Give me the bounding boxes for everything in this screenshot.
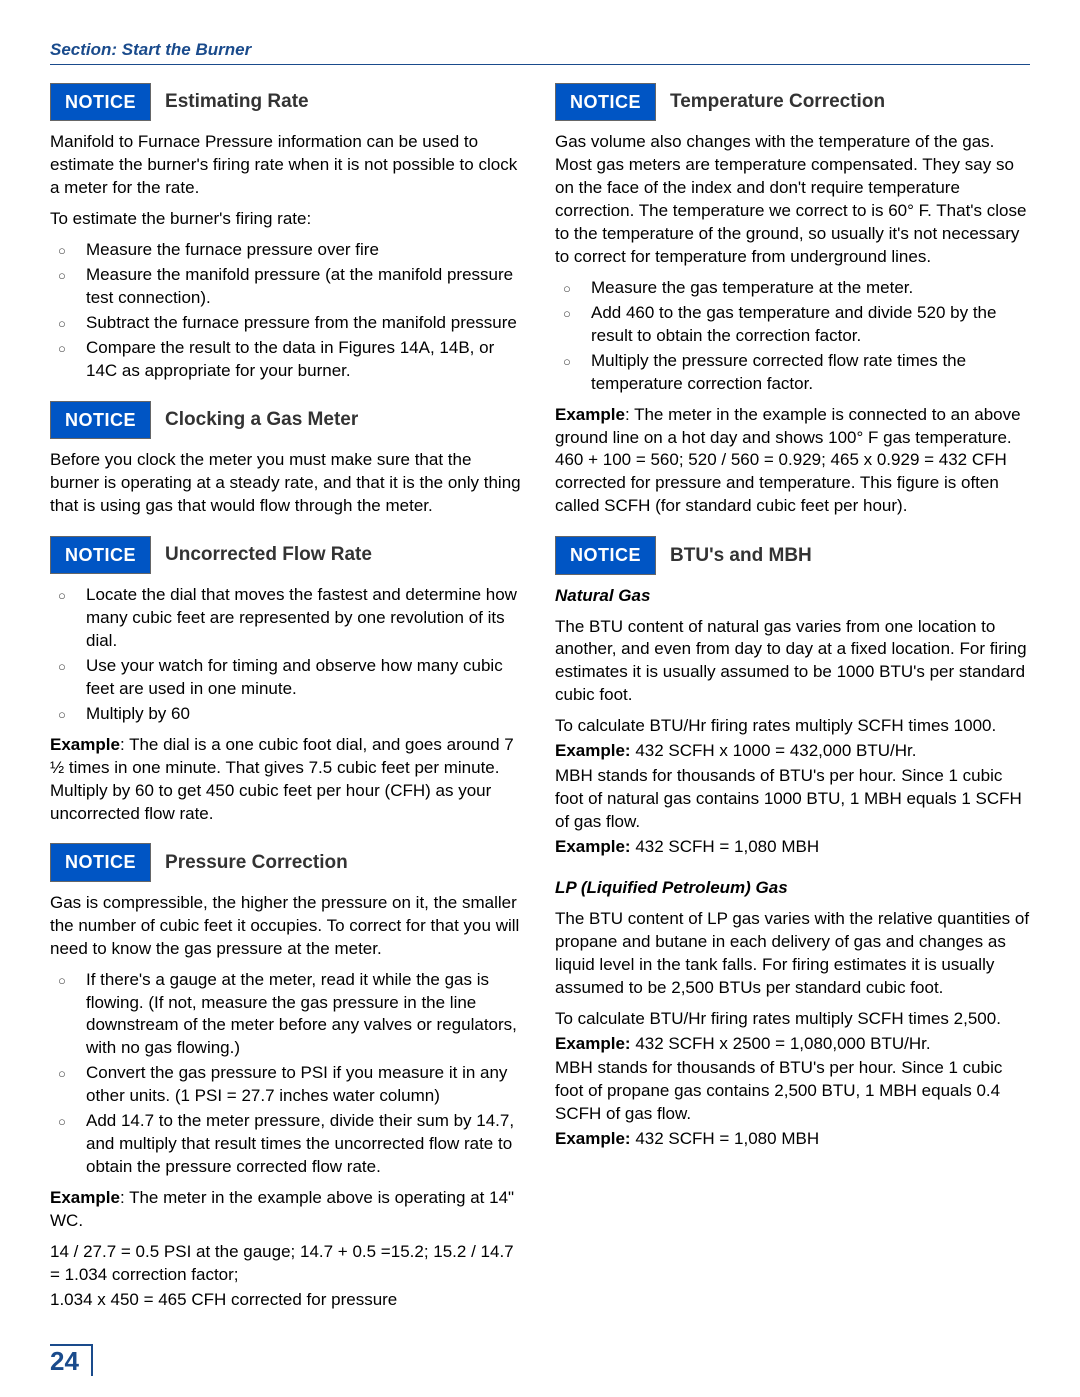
notice-badge: NOTICE xyxy=(50,536,151,574)
paragraph: Gas is compressible, the higher the pres… xyxy=(50,892,525,961)
paragraph: To estimate the burner's firing rate: xyxy=(50,208,525,231)
example-label: Example xyxy=(50,1188,120,1207)
notice-btu: NOTICE BTU's and MBH xyxy=(555,536,1030,574)
paragraph: The BTU content of natural gas varies fr… xyxy=(555,616,1030,708)
notice-badge: NOTICE xyxy=(50,843,151,881)
list-item: Add 460 to the gas temperature and divid… xyxy=(563,302,1030,348)
notice-pressure: NOTICE Pressure Correction xyxy=(50,843,525,881)
subheading-natural-gas: Natural Gas xyxy=(555,585,1030,608)
notice-title: Estimating Rate xyxy=(165,89,309,115)
example-line: Example: 432 SCFH x 1000 = 432,000 BTU/H… xyxy=(555,740,1030,763)
page-number-container: 24 xyxy=(50,1344,93,1377)
notice-badge: NOTICE xyxy=(555,536,656,574)
example-text: : The dial is a one cubic foot dial, and… xyxy=(50,735,514,823)
example-text: : The meter in the example is connected … xyxy=(555,405,1021,516)
notice-title: BTU's and MBH xyxy=(670,543,812,569)
list-item: Measure the gas temperature at the meter… xyxy=(563,277,1030,300)
example-text: 432 SCFH x 1000 = 432,000 BTU/Hr. xyxy=(631,741,917,760)
example-line: Example: 432 SCFH = 1,080 MBH xyxy=(555,1128,1030,1151)
example-label: Example: xyxy=(555,837,631,856)
bullet-list: Locate the dial that moves the fastest a… xyxy=(50,584,525,726)
notice-uncorrected: NOTICE Uncorrected Flow Rate xyxy=(50,536,525,574)
list-item: Multiply by 60 xyxy=(58,703,525,726)
notice-title: Temperature Correction xyxy=(670,89,885,115)
paragraph: To calculate BTU/Hr firing rates multipl… xyxy=(555,1008,1030,1031)
right-column: NOTICE Temperature Correction Gas volume… xyxy=(555,83,1030,1314)
list-item: If there's a gauge at the meter, read it… xyxy=(58,969,525,1061)
list-item: Convert the gas pressure to PSI if you m… xyxy=(58,1062,525,1108)
list-item: Multiply the pressure corrected flow rat… xyxy=(563,350,1030,396)
example-label: Example xyxy=(50,735,120,754)
list-item: Locate the dial that moves the fastest a… xyxy=(58,584,525,653)
paragraph: To calculate BTU/Hr firing rates multipl… xyxy=(555,715,1030,738)
list-item: Add 14.7 to the meter pressure, divide t… xyxy=(58,1110,525,1179)
paragraph: The BTU content of LP gas varies with th… xyxy=(555,908,1030,1000)
notice-title: Uncorrected Flow Rate xyxy=(165,542,372,568)
page-number: 24 xyxy=(50,1346,93,1376)
example-text: : The meter in the example above is oper… xyxy=(50,1188,514,1230)
notice-badge: NOTICE xyxy=(555,83,656,121)
list-item: Compare the result to the data in Figure… xyxy=(58,337,525,383)
page: Section: Start the Burner NOTICE Estimat… xyxy=(0,0,1080,1397)
example-label: Example: xyxy=(555,741,631,760)
bullet-list: Measure the furnace pressure over fire M… xyxy=(50,239,525,383)
paragraph: Manifold to Furnace Pressure information… xyxy=(50,131,525,200)
bullet-list: Measure the gas temperature at the meter… xyxy=(555,277,1030,396)
example-text: 432 SCFH = 1,080 MBH xyxy=(631,837,820,856)
notice-estimating-rate: NOTICE Estimating Rate xyxy=(50,83,525,121)
example-line: Example: 432 SCFH x 2500 = 1,080,000 BTU… xyxy=(555,1033,1030,1056)
list-item: Use your watch for timing and observe ho… xyxy=(58,655,525,701)
example-paragraph: Example: The dial is a one cubic foot di… xyxy=(50,734,525,826)
example-label: Example: xyxy=(555,1034,631,1053)
list-item: Measure the manifold pressure (at the ma… xyxy=(58,264,525,310)
example-line: Example: 432 SCFH = 1,080 MBH xyxy=(555,836,1030,859)
notice-temperature: NOTICE Temperature Correction xyxy=(555,83,1030,121)
calc-line: 1.034 x 450 = 465 CFH corrected for pres… xyxy=(50,1289,525,1312)
example-paragraph: Example: The meter in the example is con… xyxy=(555,404,1030,519)
calc-line: 14 / 27.7 = 0.5 PSI at the gauge; 14.7 +… xyxy=(50,1241,525,1287)
notice-clocking: NOTICE Clocking a Gas Meter xyxy=(50,401,525,439)
paragraph: Before you clock the meter you must make… xyxy=(50,449,525,518)
notice-title: Clocking a Gas Meter xyxy=(165,407,358,433)
columns: NOTICE Estimating Rate Manifold to Furna… xyxy=(50,83,1030,1314)
notice-title: Pressure Correction xyxy=(165,850,348,876)
example-text: 432 SCFH = 1,080 MBH xyxy=(631,1129,820,1148)
paragraph: MBH stands for thousands of BTU's per ho… xyxy=(555,1057,1030,1126)
left-column: NOTICE Estimating Rate Manifold to Furna… xyxy=(50,83,525,1314)
list-item: Subtract the furnace pressure from the m… xyxy=(58,312,525,335)
notice-badge: NOTICE xyxy=(50,401,151,439)
paragraph: MBH stands for thousands of BTU's per ho… xyxy=(555,765,1030,834)
list-item: Measure the furnace pressure over fire xyxy=(58,239,525,262)
example-label: Example: xyxy=(555,1129,631,1148)
example-text: 432 SCFH x 2500 = 1,080,000 BTU/Hr. xyxy=(631,1034,931,1053)
bullet-list: If there's a gauge at the meter, read it… xyxy=(50,969,525,1179)
notice-badge: NOTICE xyxy=(50,83,151,121)
section-header: Section: Start the Burner xyxy=(50,40,1030,65)
example-paragraph: Example: The meter in the example above … xyxy=(50,1187,525,1233)
paragraph: Gas volume also changes with the tempera… xyxy=(555,131,1030,269)
example-label: Example xyxy=(555,405,625,424)
subheading-lp-gas: LP (Liquified Petroleum) Gas xyxy=(555,877,1030,900)
